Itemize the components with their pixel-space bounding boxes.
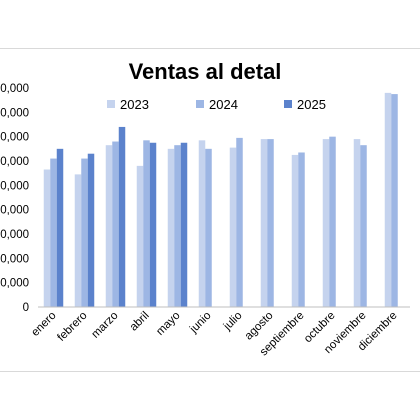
bar-2023-diciembre: [384, 92, 392, 307]
y-tick-label: 900,000: [0, 83, 29, 95]
y-tick-label: 600,000: [0, 156, 29, 168]
bar-2023-julio: [229, 147, 237, 307]
y-axis-ticks: 0 100,000 200,000 300,000 400,000 500,000 600,…: [0, 83, 29, 314]
bar-2024-abril: [143, 140, 150, 307]
bar-2023-junio: [198, 140, 206, 307]
bar-2024-noviembre: [360, 145, 367, 307]
chart-legend: 2023 2024 2025: [107, 97, 326, 112]
bar-2025-enero: [56, 148, 64, 307]
bar-2023-enero: [43, 169, 51, 307]
y-tick-label: 300,000: [0, 229, 29, 241]
y-tick-label: 800,000: [0, 107, 29, 119]
y-tick-label: 0: [23, 302, 29, 314]
bar-2024-marzo: [112, 141, 119, 307]
bar-2024-septiembre: [298, 152, 305, 307]
bars-group: [43, 92, 398, 307]
bar-2023-abril: [136, 165, 144, 307]
bar-2023-marzo: [105, 145, 113, 307]
bar-2023-octubre: [322, 139, 330, 307]
x-tick-label: marzo: [90, 310, 121, 341]
bar-2023-agosto: [260, 139, 268, 307]
chart-title: Ventas al detal: [129, 59, 282, 84]
legend-swatch-2023: [107, 100, 115, 108]
legend-label-2025: 2025: [297, 97, 326, 112]
legend-label-2024: 2024: [209, 97, 238, 112]
bar-2024-diciembre: [391, 94, 398, 307]
bar-2024-febrero: [81, 158, 88, 307]
bar-2024-junio: [205, 148, 212, 307]
bar-2024-enero: [50, 158, 57, 307]
legend-label-2023: 2023: [120, 97, 149, 112]
bar-2024-agosto: [267, 139, 274, 307]
y-tick-label: 100,000: [0, 278, 29, 290]
y-tick-label: 500,000: [0, 180, 29, 192]
y-tick-label: 400,000: [0, 205, 29, 217]
x-tick-label: abril: [128, 310, 152, 334]
bar-2024-mayo: [174, 145, 181, 307]
bar-2023-febrero: [74, 174, 82, 307]
y-tick-label: 200,000: [0, 253, 29, 265]
y-tick-label: 700,000: [0, 132, 29, 144]
x-tick-label: enero: [29, 310, 58, 339]
bar-2023-septiembre: [291, 154, 299, 307]
bar-2024-octubre: [329, 136, 336, 307]
bar-2023-noviembre: [353, 139, 361, 307]
legend-swatch-2024: [196, 100, 204, 108]
x-tick-label: febrero: [55, 310, 89, 344]
bar-2025-marzo: [118, 126, 126, 307]
x-tick-label: junio: [187, 310, 213, 336]
bar-2024-julio: [236, 137, 243, 307]
bar-2025-abril: [149, 142, 157, 307]
x-tick-label: mayo: [154, 310, 182, 338]
legend-swatch-2025: [284, 100, 292, 108]
bar-2025-mayo: [180, 142, 188, 307]
bar-2023-mayo: [167, 148, 175, 307]
x-tick-label: julio: [221, 310, 245, 334]
bar-2025-febrero: [87, 153, 95, 307]
